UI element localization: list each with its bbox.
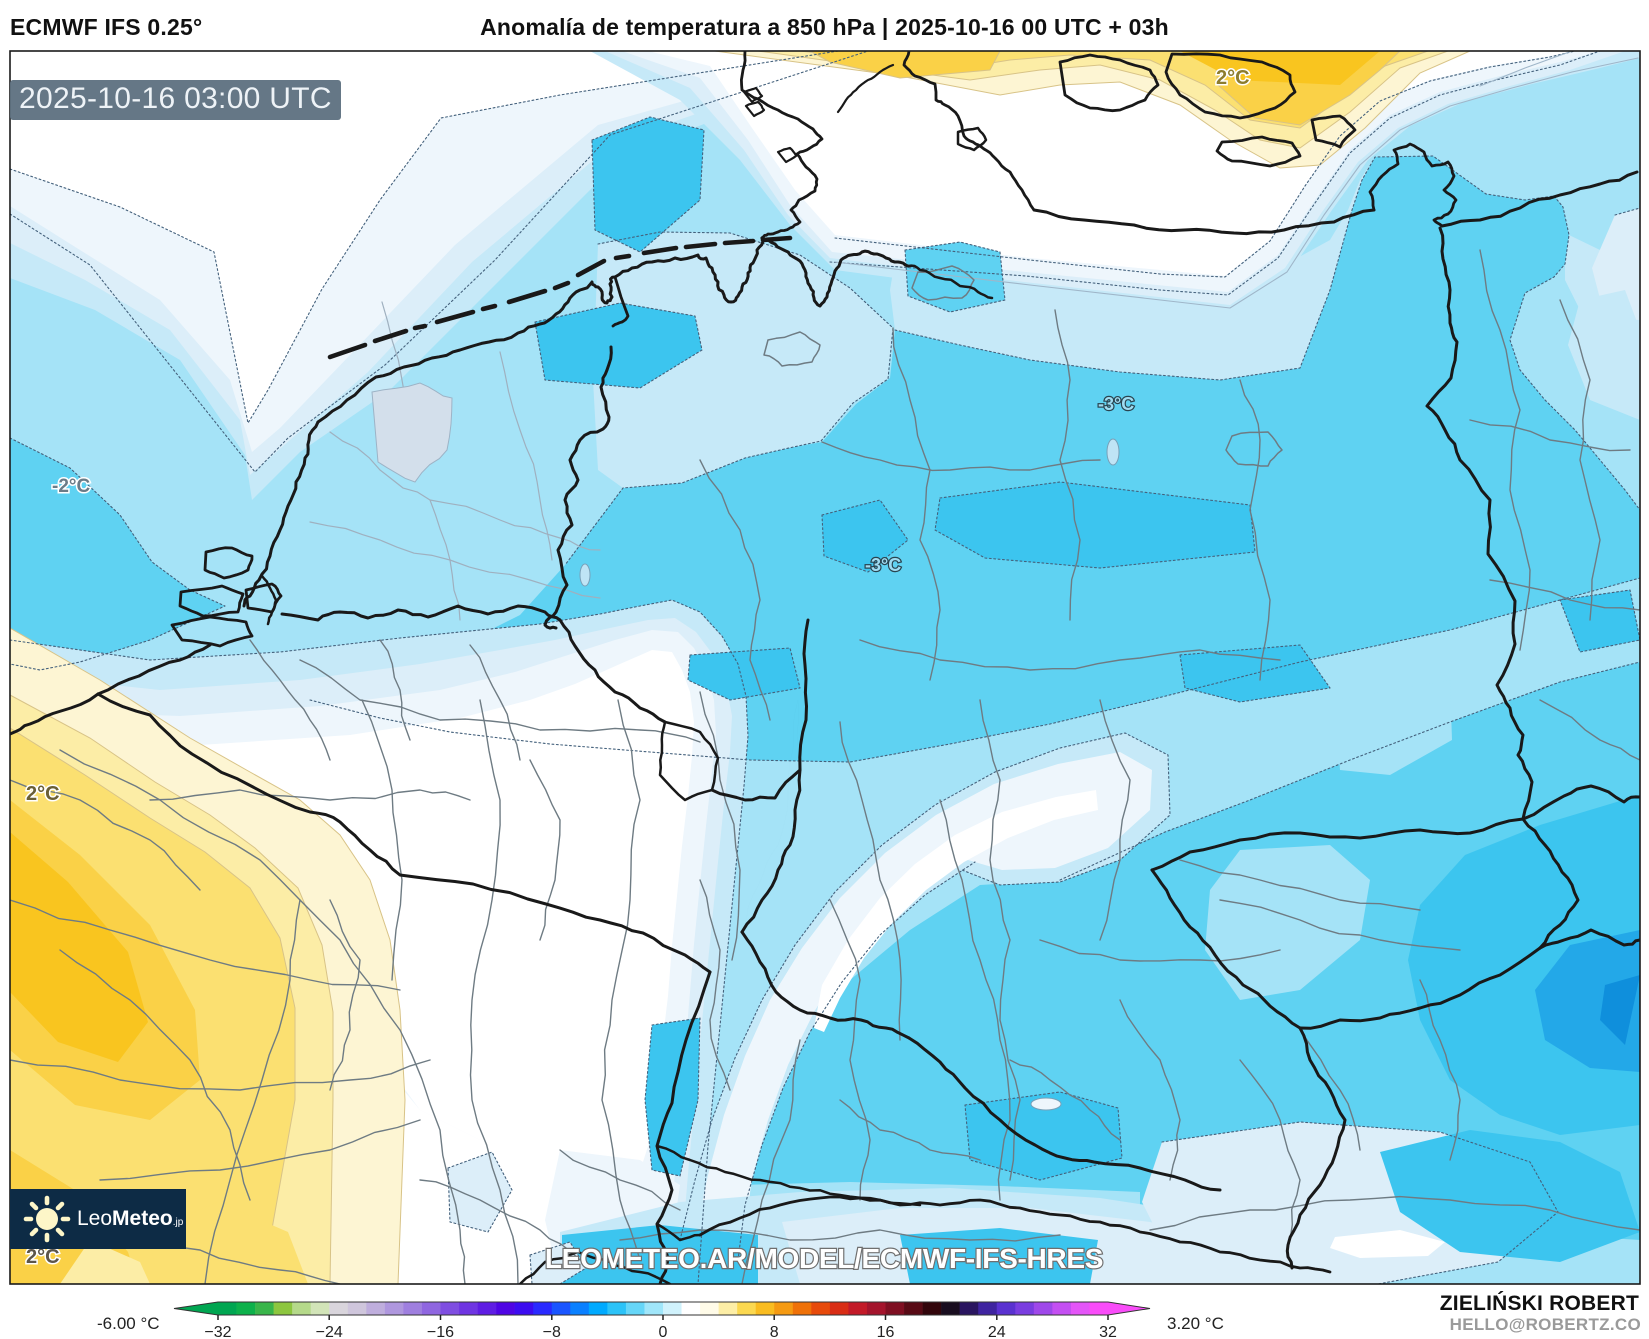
svg-text:-2°C: -2°C (52, 476, 90, 497)
svg-text:-3°C: -3°C (865, 555, 901, 575)
svg-text:−8: −8 (543, 1324, 561, 1339)
svg-text:8: 8 (770, 1324, 779, 1339)
svg-text:2°C: 2°C (1216, 67, 1250, 89)
svg-text:16: 16 (877, 1324, 895, 1339)
svg-text:2°C: 2°C (26, 1246, 60, 1268)
svg-text:2°C: 2°C (26, 783, 60, 805)
svg-text:24: 24 (988, 1324, 1006, 1339)
svg-text:−24: −24 (316, 1324, 343, 1339)
svg-text:−16: −16 (427, 1324, 454, 1339)
svg-text:-3°C: -3°C (1098, 394, 1134, 414)
svg-text:LEOMETEO.AR/MODEL/ECMWF-IFS-HR: LEOMETEO.AR/MODEL/ECMWF-IFS-HRES (545, 1243, 1103, 1274)
svg-text:32: 32 (1099, 1324, 1117, 1339)
svg-text:−32: −32 (204, 1324, 231, 1339)
svg-text:0: 0 (659, 1324, 668, 1339)
